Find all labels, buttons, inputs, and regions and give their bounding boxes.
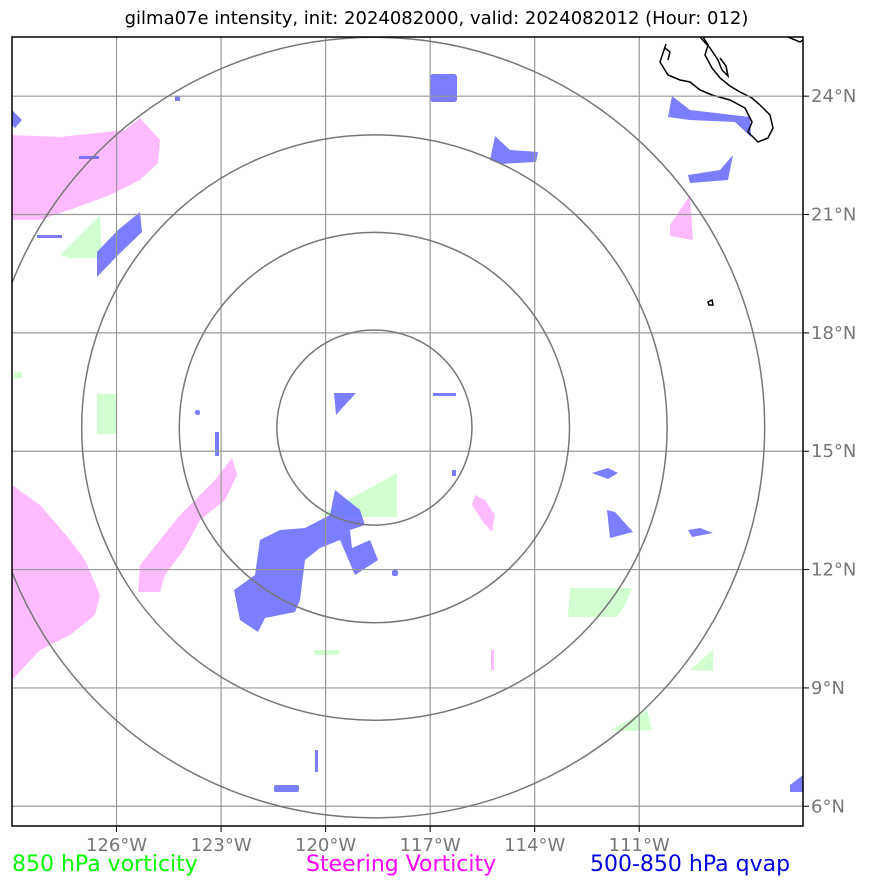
- latitude-tick-labels: 6°N 9°N 12°N 15°N 18°N 21°N 24°N: [803, 86, 856, 817]
- latitude-tick-label: 9°N: [811, 678, 845, 699]
- range-ring: [178, 231, 571, 624]
- latitude-tick-label: 24°N: [811, 86, 856, 107]
- legend-850-vorticity: 850 hPa vorticity: [12, 852, 198, 877]
- latitude-tick-label: 12°N: [811, 560, 856, 581]
- map-frame: [11, 36, 804, 827]
- longitude-tick-label: 114°W: [504, 835, 565, 856]
- legend-qvap: 500-850 hPa qvap: [590, 852, 791, 877]
- field-layer: [12, 37, 803, 826]
- range-ring: [276, 329, 473, 526]
- qvap-fill: [12, 74, 803, 792]
- longitude-tick-label: 117°W: [400, 835, 461, 856]
- range-ring: [80, 134, 668, 722]
- grid-lines: [12, 37, 803, 826]
- map-title: gilma07e intensity, init: 2024082000, va…: [124, 8, 749, 29]
- latitude-tick-label: 6°N: [811, 796, 845, 817]
- longitude-tick-label: 111°W: [609, 835, 670, 856]
- latitude-tick-label: 15°N: [811, 441, 856, 462]
- steering-vorticity-fill: [12, 118, 693, 680]
- latitude-tick-label: 18°N: [811, 323, 856, 344]
- coastline: [659, 37, 803, 306]
- longitude-tick-label: 123°W: [190, 835, 251, 856]
- longitude-tick-label: 120°W: [295, 835, 356, 856]
- longitude-tick-labels: 126°W 123°W 120°W 117°W 114°W 111°W: [86, 826, 670, 856]
- longitude-tick-label: 126°W: [86, 835, 147, 856]
- legend-steering-vorticity: Steering Vorticity: [306, 852, 497, 877]
- latitude-tick-label: 21°N: [811, 205, 856, 226]
